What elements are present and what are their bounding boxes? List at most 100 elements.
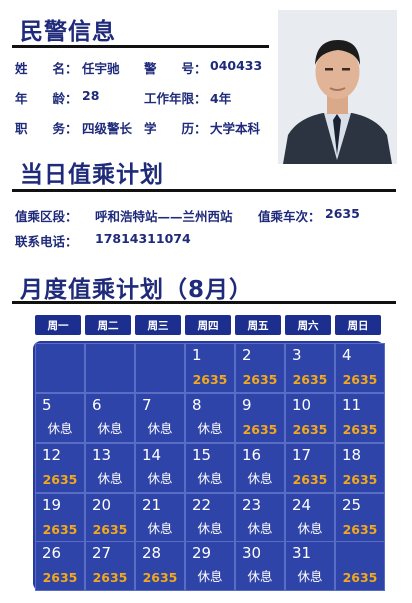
day-cell[interactable]: 6 休息 — [85, 393, 135, 443]
day-cell[interactable]: 11 2635 — [335, 393, 385, 443]
weekday-fri: 周五 — [235, 315, 281, 335]
weekday-sat: 周六 — [285, 315, 331, 335]
day-number: 28 — [142, 544, 162, 562]
day-cell[interactable]: 21 休息 — [135, 493, 185, 543]
day-status: 2635 — [342, 522, 378, 537]
day-number: 10 — [292, 396, 312, 414]
day-status: 休息 — [297, 521, 323, 536]
day-status: 休息 — [47, 421, 73, 436]
day-status: 休息 — [147, 521, 173, 536]
day-number: 26 — [42, 544, 62, 562]
day-cell[interactable]: 19 2635 — [35, 493, 85, 543]
day-number: 14 — [142, 446, 162, 464]
day-cell[interactable]: 15 休息 — [185, 443, 235, 493]
day-number: 6 — [92, 396, 102, 414]
day-number: 11 — [342, 396, 362, 414]
day-cell[interactable]: 2 2635 — [235, 343, 285, 393]
day-status: 休息 — [247, 471, 273, 486]
day-status: 2635 — [292, 422, 328, 437]
day-cell[interactable]: 25 2635 — [335, 493, 385, 543]
day-cell[interactable]: 18 2635 — [335, 443, 385, 493]
empty-day-cell — [35, 343, 85, 393]
divider — [12, 189, 396, 192]
weekday-wed: 周三 — [135, 315, 181, 335]
day-status: 2635 — [342, 472, 378, 487]
section-label: 值乘区段： — [15, 209, 78, 224]
day-cell[interactable]: 1 2635 — [185, 343, 235, 393]
day-number: 9 — [242, 396, 252, 414]
day-cell[interactable]: 4 2635 — [335, 343, 385, 393]
day-cell[interactable]: 27 2635 — [85, 541, 135, 591]
empty-day-cell — [85, 343, 135, 393]
weekday-header: 周一 周二 周三 周四 周五 周六 周日 — [33, 315, 384, 337]
day-cell[interactable]: 22 休息 — [185, 493, 235, 543]
calendar-grid: 1 2635 2 2635 3 2635 4 2635 5 休息 6 休息 7 休息 8 休息 … — [33, 341, 385, 591]
day-cell[interactable]: 28 2635 — [135, 541, 185, 591]
day-number: 23 — [242, 496, 262, 514]
daily-plan-title: 当日值乘计划 — [20, 162, 164, 188]
day-number: 5 — [42, 396, 52, 414]
day-status: 休息 — [197, 471, 223, 486]
police-info-title: 民警信息 — [20, 19, 116, 45]
position-label: 职 务： — [15, 121, 78, 136]
day-cell[interactable]: 23 休息 — [235, 493, 285, 543]
day-status: 休息 — [147, 471, 173, 486]
day-cell[interactable]: 5 休息 — [35, 393, 85, 443]
day-cell[interactable]: 26 2635 — [35, 541, 85, 591]
day-status: 2635 — [192, 372, 228, 387]
day-number: 2 — [242, 346, 252, 364]
monthly-calendar: 周一 周二 周三 周四 周五 周六 周日 1 2635 2 2635 3 2635 4… — [33, 315, 385, 591]
train-label: 值乘车次： — [258, 209, 321, 224]
monthly-plan-title: 月度值乘计划（8月） — [20, 277, 254, 303]
day-status: 2635 — [142, 570, 178, 585]
day-cell[interactable]: 24 休息 — [285, 493, 335, 543]
day-status: 2635 — [242, 422, 278, 437]
day-cell[interactable]: 7 休息 — [135, 393, 185, 443]
day-number: 3 — [292, 346, 302, 364]
day-status: 2635 — [342, 422, 378, 437]
day-cell[interactable]: 9 2635 — [235, 393, 285, 443]
day-number: 1 — [192, 346, 202, 364]
day-status: 休息 — [197, 569, 223, 584]
day-number: 30 — [242, 544, 262, 562]
day-cell[interactable]: 2635 — [335, 541, 385, 591]
day-cell[interactable]: 16 休息 — [235, 443, 285, 493]
age-label: 年 龄： — [15, 91, 78, 106]
day-status: 休息 — [297, 569, 323, 584]
day-number: 21 — [142, 496, 162, 514]
day-cell[interactable]: 17 2635 — [285, 443, 335, 493]
day-cell[interactable]: 14 休息 — [135, 443, 185, 493]
weekday-tue: 周二 — [85, 315, 131, 335]
day-status: 2635 — [292, 472, 328, 487]
day-number: 4 — [342, 346, 352, 364]
name-value: 任宇驰 — [82, 61, 120, 76]
weekday-thu: 周四 — [185, 315, 231, 335]
day-cell[interactable]: 30 休息 — [235, 541, 285, 591]
badge-label: 警 号： — [144, 61, 207, 76]
day-status: 2635 — [42, 570, 78, 585]
day-cell[interactable]: 10 2635 — [285, 393, 335, 443]
day-cell[interactable]: 20 2635 — [85, 493, 135, 543]
day-number: 16 — [242, 446, 262, 464]
day-cell[interactable]: 12 2635 — [35, 443, 85, 493]
day-cell[interactable]: 31 休息 — [285, 541, 335, 591]
day-number: 13 — [92, 446, 112, 464]
day-status: 休息 — [247, 521, 273, 536]
day-number: 22 — [192, 496, 212, 514]
day-cell[interactable]: 8 休息 — [185, 393, 235, 443]
day-status: 2635 — [92, 570, 128, 585]
age-value: 28 — [82, 88, 100, 103]
day-number: 27 — [92, 544, 112, 562]
weekday-sun: 周日 — [335, 315, 381, 335]
day-status: 休息 — [197, 521, 223, 536]
officer-photo — [278, 10, 397, 164]
name-label: 姓 名： — [15, 61, 78, 76]
day-cell[interactable]: 13 休息 — [85, 443, 135, 493]
day-cell[interactable]: 3 2635 — [285, 343, 335, 393]
day-cell[interactable]: 29 休息 — [185, 541, 235, 591]
day-number: 18 — [342, 446, 362, 464]
day-status: 2635 — [292, 372, 328, 387]
day-status: 2635 — [342, 372, 378, 387]
day-status: 2635 — [92, 522, 128, 537]
day-number: 7 — [142, 396, 152, 414]
